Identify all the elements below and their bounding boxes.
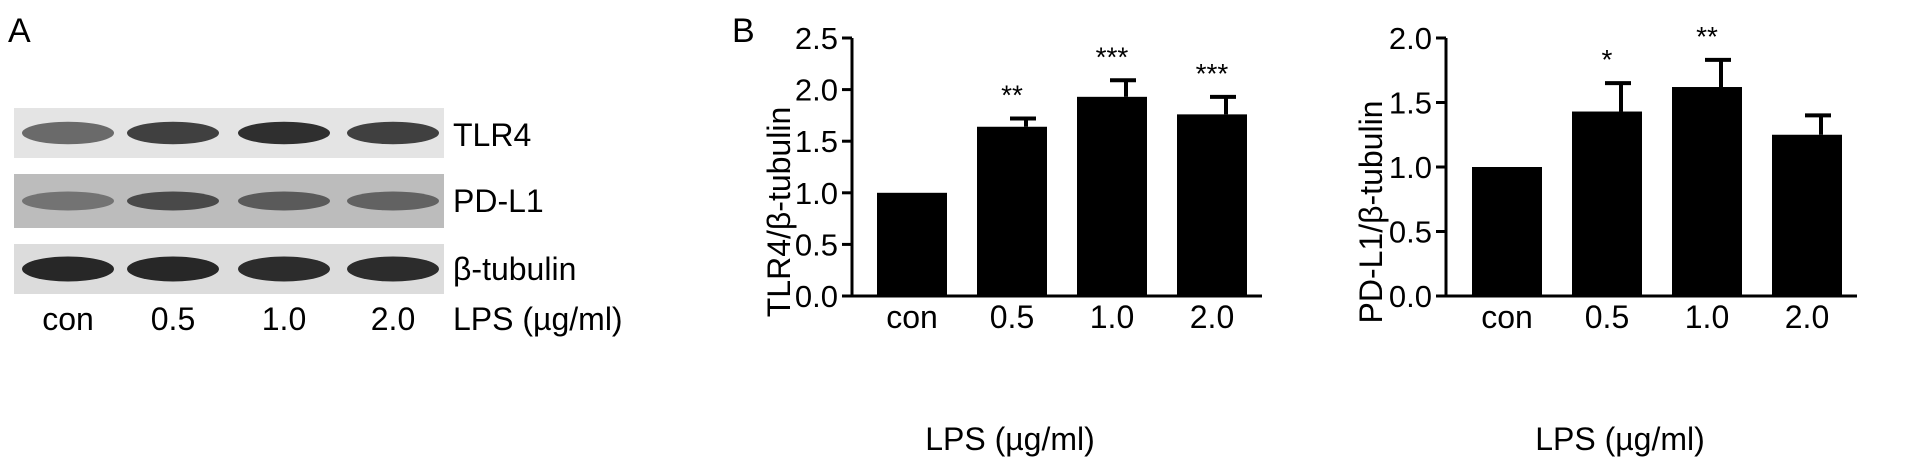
- bar: [1672, 87, 1742, 297]
- blot-band: [127, 191, 219, 211]
- blot-band: [22, 191, 114, 211]
- significance-mark: **: [1696, 21, 1718, 52]
- panel-a-label: A: [8, 12, 31, 50]
- x-tick-label: 0.5: [1585, 299, 1629, 335]
- lane-label: 0.5: [151, 301, 195, 337]
- y-tick-label: 2.0: [795, 73, 838, 108]
- y-tick-label: 0.5: [795, 227, 838, 262]
- x-axis-title: LPS (µg/ml): [925, 421, 1095, 457]
- x-axis-title: LPS (µg/ml): [1535, 421, 1705, 457]
- panel-b-label: B: [732, 12, 755, 50]
- blot-row-label: TLR4: [453, 117, 531, 153]
- blot-band: [238, 256, 330, 282]
- blot-band: [238, 121, 330, 145]
- y-axis-title: TLR4/β-tubulin: [761, 107, 797, 318]
- x-tick-label: con: [886, 299, 938, 335]
- blot-band: [347, 256, 439, 282]
- y-tick-label: 0.0: [1389, 279, 1432, 314]
- bar: [1472, 167, 1542, 296]
- x-tick-label: 1.0: [1685, 299, 1729, 335]
- chart-pd-l1: PD-L1/β-tubulin LPS (µg/ml) 0.0 0.5 1.0 1.5…: [1353, 21, 1857, 457]
- blot-row-beta-tubulin: β-tubulin: [14, 244, 576, 294]
- bar: [1572, 111, 1642, 296]
- bar: [1077, 96, 1147, 296]
- panel-a: A TLR4 PD-L1 β-tubulin con 0.5 1.0 2.0 L…: [8, 12, 623, 337]
- x-tick-label: 1.0: [1090, 299, 1134, 335]
- blot-band: [127, 121, 219, 145]
- significance-mark: **: [1001, 79, 1023, 110]
- blot-band: [22, 256, 114, 282]
- y-tick-label: 1.5: [1389, 86, 1432, 121]
- blot-row-tlr4: TLR4: [14, 108, 531, 158]
- lane-labels: con 0.5 1.0 2.0 LPS (µg/ml): [42, 301, 622, 337]
- blot-band: [238, 191, 330, 211]
- blot-band: [127, 256, 219, 282]
- significance-mark: ***: [1096, 41, 1129, 72]
- blot-row-label: PD-L1: [453, 183, 544, 219]
- lane-label: con: [42, 301, 94, 337]
- bar: [1177, 114, 1247, 296]
- chart-tlr4: TLR4/β-tubulin LPS (µg/ml) 0.0 0.5 1.0 1.5 2…: [761, 21, 1262, 457]
- y-tick-label: 0.5: [1389, 215, 1432, 250]
- y-axis-title: PD-L1/β-tubulin: [1353, 101, 1389, 324]
- blot-band: [347, 191, 439, 211]
- y-tick-label: 1.5: [795, 124, 838, 159]
- significance-mark: *: [1602, 44, 1613, 75]
- bar: [977, 126, 1047, 296]
- blot-band: [22, 121, 114, 145]
- bar: [1772, 134, 1842, 296]
- blot-row-pd-l1: PD-L1: [14, 174, 544, 228]
- blot-row-label: β-tubulin: [453, 251, 576, 287]
- significance-mark: ***: [1196, 58, 1229, 89]
- lane-label: 2.0: [371, 301, 415, 337]
- x-tick-label: 0.5: [990, 299, 1034, 335]
- lane-label: 1.0: [262, 301, 306, 337]
- x-tick-label: con: [1481, 299, 1533, 335]
- y-tick-label: 2.0: [1389, 21, 1432, 56]
- y-tick-label: 1.0: [795, 176, 838, 211]
- x-tick-label: 2.0: [1785, 299, 1829, 335]
- y-tick-label: 0.0: [795, 279, 838, 314]
- treatment-label: LPS (µg/ml): [453, 301, 623, 337]
- bar: [877, 192, 947, 296]
- x-tick-label: 2.0: [1190, 299, 1234, 335]
- y-tick-label: 2.5: [795, 21, 838, 56]
- blot-band: [347, 121, 439, 145]
- y-tick-label: 1.0: [1389, 150, 1432, 185]
